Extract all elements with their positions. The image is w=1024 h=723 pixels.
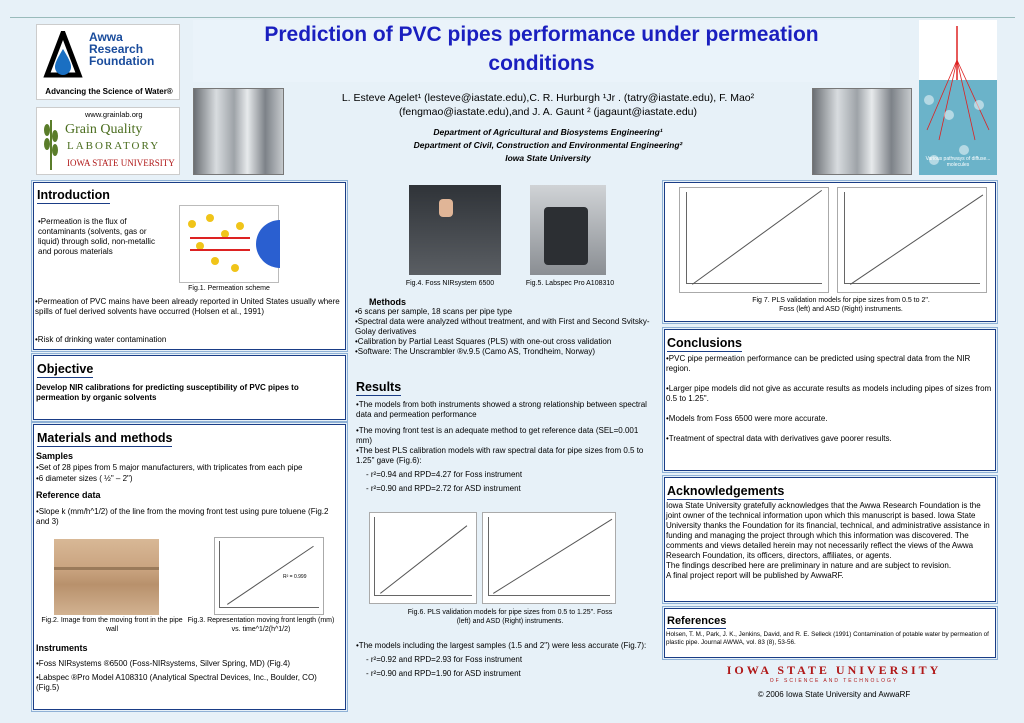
intro-bullet3: •Risk of drinking water contamination — [35, 335, 167, 344]
awwa-logo: Awwa Research Foundation Advancing the S… — [36, 24, 180, 100]
fig5-caption: Fig.5. Labspec Pro A108310 — [525, 280, 615, 287]
methods-heading: Methods — [369, 297, 406, 307]
samples2: •6 diameter sizes ( ½" – 2") — [36, 474, 133, 483]
permeation-graphic: Various pathways of diffuse... molecules — [919, 20, 997, 175]
results1: •The models from both instruments showed… — [356, 400, 647, 419]
materials-heading: Materials and methods — [37, 431, 173, 447]
references-panel: References Holsen, T. M., Park, J. K., J… — [662, 606, 998, 660]
conclusions-heading: Conclusions — [667, 336, 743, 352]
gql-logo: www.grainlab.org Grain Quality LABORATOR… — [36, 107, 180, 175]
acknowledgements-text: Iowa State University gratefully acknowl… — [666, 501, 990, 560]
samples-heading: Samples — [36, 451, 74, 461]
awwa-name3: Foundation — [89, 54, 155, 68]
introduction-panel: Introduction •Permeation is the flux of … — [31, 180, 348, 352]
gql-url: www.grainlab.org — [85, 110, 143, 119]
results2: •The moving front test is an adequate me… — [356, 426, 639, 445]
results4: •The models including the largest sample… — [356, 641, 647, 650]
introduction-heading: Introduction — [37, 188, 110, 204]
methods2: •Spectral data were analyzed without tre… — [355, 317, 650, 336]
fig3-plot: R² = 0.999 — [214, 537, 324, 615]
fig2-caption: Fig.2. Image from the moving front in th… — [41, 617, 183, 633]
fig3-caption: Fig.3. Representation moving front lengt… — [187, 617, 335, 633]
awwa-name1: Awwa — [89, 30, 123, 44]
fig7-plot-foss — [679, 187, 829, 293]
acknowledgements-heading: Acknowledgements — [667, 484, 785, 500]
results4b: - r²=0.90 and RPD=1.90 for ASD instrumen… — [366, 669, 521, 678]
fig7-plot-asd — [837, 187, 987, 293]
dept2: Department of Civil, Construction and En… — [413, 140, 683, 150]
acknowledgements-text3: A final project report will be published… — [666, 571, 844, 580]
copyright: © 2006 Iowa State University and AwwaRF — [757, 690, 911, 699]
methods4: •Software: The Unscrambler ®v.9.5 (Camo … — [355, 347, 596, 356]
conclusion3: •Models from Foss 6500 were more accurat… — [666, 414, 828, 423]
results4a: - r²=0.92 and RPD=2.93 for Foss instrume… — [366, 655, 523, 664]
isu-wordmark: IOWA STATE UNIVERSITY — [726, 663, 942, 677]
reference1: •Slope k (mm/h^1/2) of the line from the… — [36, 507, 329, 526]
moving-front-photo — [54, 539, 159, 615]
acknowledgements-panel: Acknowledgements Iowa State University g… — [662, 475, 998, 604]
fig6-plot-foss — [369, 512, 477, 604]
reference-heading: Reference data — [36, 490, 101, 500]
labspec-pro-photo — [530, 185, 606, 275]
fig6-caption: Fig.6. PLS validation models for pipe si… — [407, 609, 613, 625]
awwa-drop-icon — [43, 25, 83, 81]
reference-entry: Holsen, T. M., Park, J. K., Jenkins, Dav… — [666, 631, 989, 646]
objective-heading: Objective — [37, 362, 94, 378]
awwa-tagline: Advancing the Science of Water® — [45, 87, 173, 96]
instruments-heading: Instruments — [36, 643, 88, 653]
fig1-caption: Fig.1. Permeation scheme — [188, 285, 270, 292]
fig4-caption: Fig.4. Foss NIRsystem 6500 — [405, 280, 495, 287]
authors-line2: (fengmao@iastate.edu),and J. A. Gaunt ² … — [399, 106, 697, 118]
references-heading: References — [667, 615, 727, 629]
permeation-graphic-text: Various pathways of diffuse... molecules — [925, 156, 991, 168]
samples1: •Set of 28 pipes from 5 major manufactur… — [36, 463, 303, 472]
objective-panel: Objective Develop NIR calibrations for p… — [31, 353, 348, 422]
objective-text: Develop NIR calibrations for predicting … — [36, 383, 299, 402]
pipes-photo-left — [193, 88, 284, 175]
conclusion2: •Larger pipe models did not give as accu… — [666, 384, 992, 403]
wheat-icon — [41, 116, 61, 172]
gql-line2: LABORATORY — [67, 140, 161, 152]
intro-bullet2: •Permeation of PVC mains have been alrea… — [35, 297, 340, 316]
materials-panel: Materials and methods Samples •Set of 28… — [31, 422, 348, 712]
results3a: - r²=0.94 and RPD=4.27 for Foss instrume… — [366, 470, 523, 479]
gql-line3: IOWA STATE UNIVERSITY — [67, 158, 175, 168]
acknowledgements-text2: The findings described here are prelimin… — [666, 561, 952, 570]
fig7-caption: Fig 7. PLS validation models for pipe si… — [752, 297, 930, 313]
top-rule — [10, 17, 1015, 18]
conclusion1: •PVC pipe permeation performance can be … — [666, 354, 971, 373]
conclusions-panel: Conclusions •PVC pipe permeation perform… — [662, 327, 998, 473]
results-heading: Results — [356, 380, 402, 396]
fig6-plot-asd — [482, 512, 616, 604]
foss-nirsystem-photo — [409, 185, 501, 275]
dept3: Iowa State University — [505, 153, 591, 163]
fig7-panel: Fig 7. PLS validation models for pipe si… — [662, 180, 998, 324]
isu-subtitle: OF SCIENCE AND TECHNOLOGY — [769, 678, 899, 684]
conclusion4: •Treatment of spectral data with derivat… — [666, 434, 892, 443]
awwa-name2: Research — [89, 42, 144, 56]
gql-line1: Grain Quality — [65, 122, 143, 137]
intro-bullet1: •Permeation is the flux of contaminants … — [38, 217, 155, 256]
methods3: •Calibration by Partial Least Squares (P… — [355, 337, 612, 346]
results3b: - r²=0.90 and RPD=2.72 for ASD instrumen… — [366, 484, 521, 493]
dept1: Department of Agricultural and Biosystem… — [433, 127, 663, 137]
instr2: •Labspec ®Pro Model A108310 (Analytical … — [36, 673, 317, 692]
authors-line1: L. Esteve Agelet¹ (lesteve@iastate.edu),… — [341, 92, 755, 104]
fig3-annotation: R² = 0.999 — [283, 574, 307, 580]
page-title: Prediction of PVC pipes performance unde… — [264, 23, 819, 75]
permeation-scheme-figure — [179, 205, 280, 283]
methods1: •6 scans per sample, 18 scans per pipe t… — [355, 307, 513, 316]
instr1: •Foss NIRsystems ®6500 (Foss-NIRsystems,… — [36, 659, 291, 668]
pipes-photo-right — [812, 88, 912, 175]
results3: •The best PLS calibration models with ra… — [356, 446, 644, 465]
